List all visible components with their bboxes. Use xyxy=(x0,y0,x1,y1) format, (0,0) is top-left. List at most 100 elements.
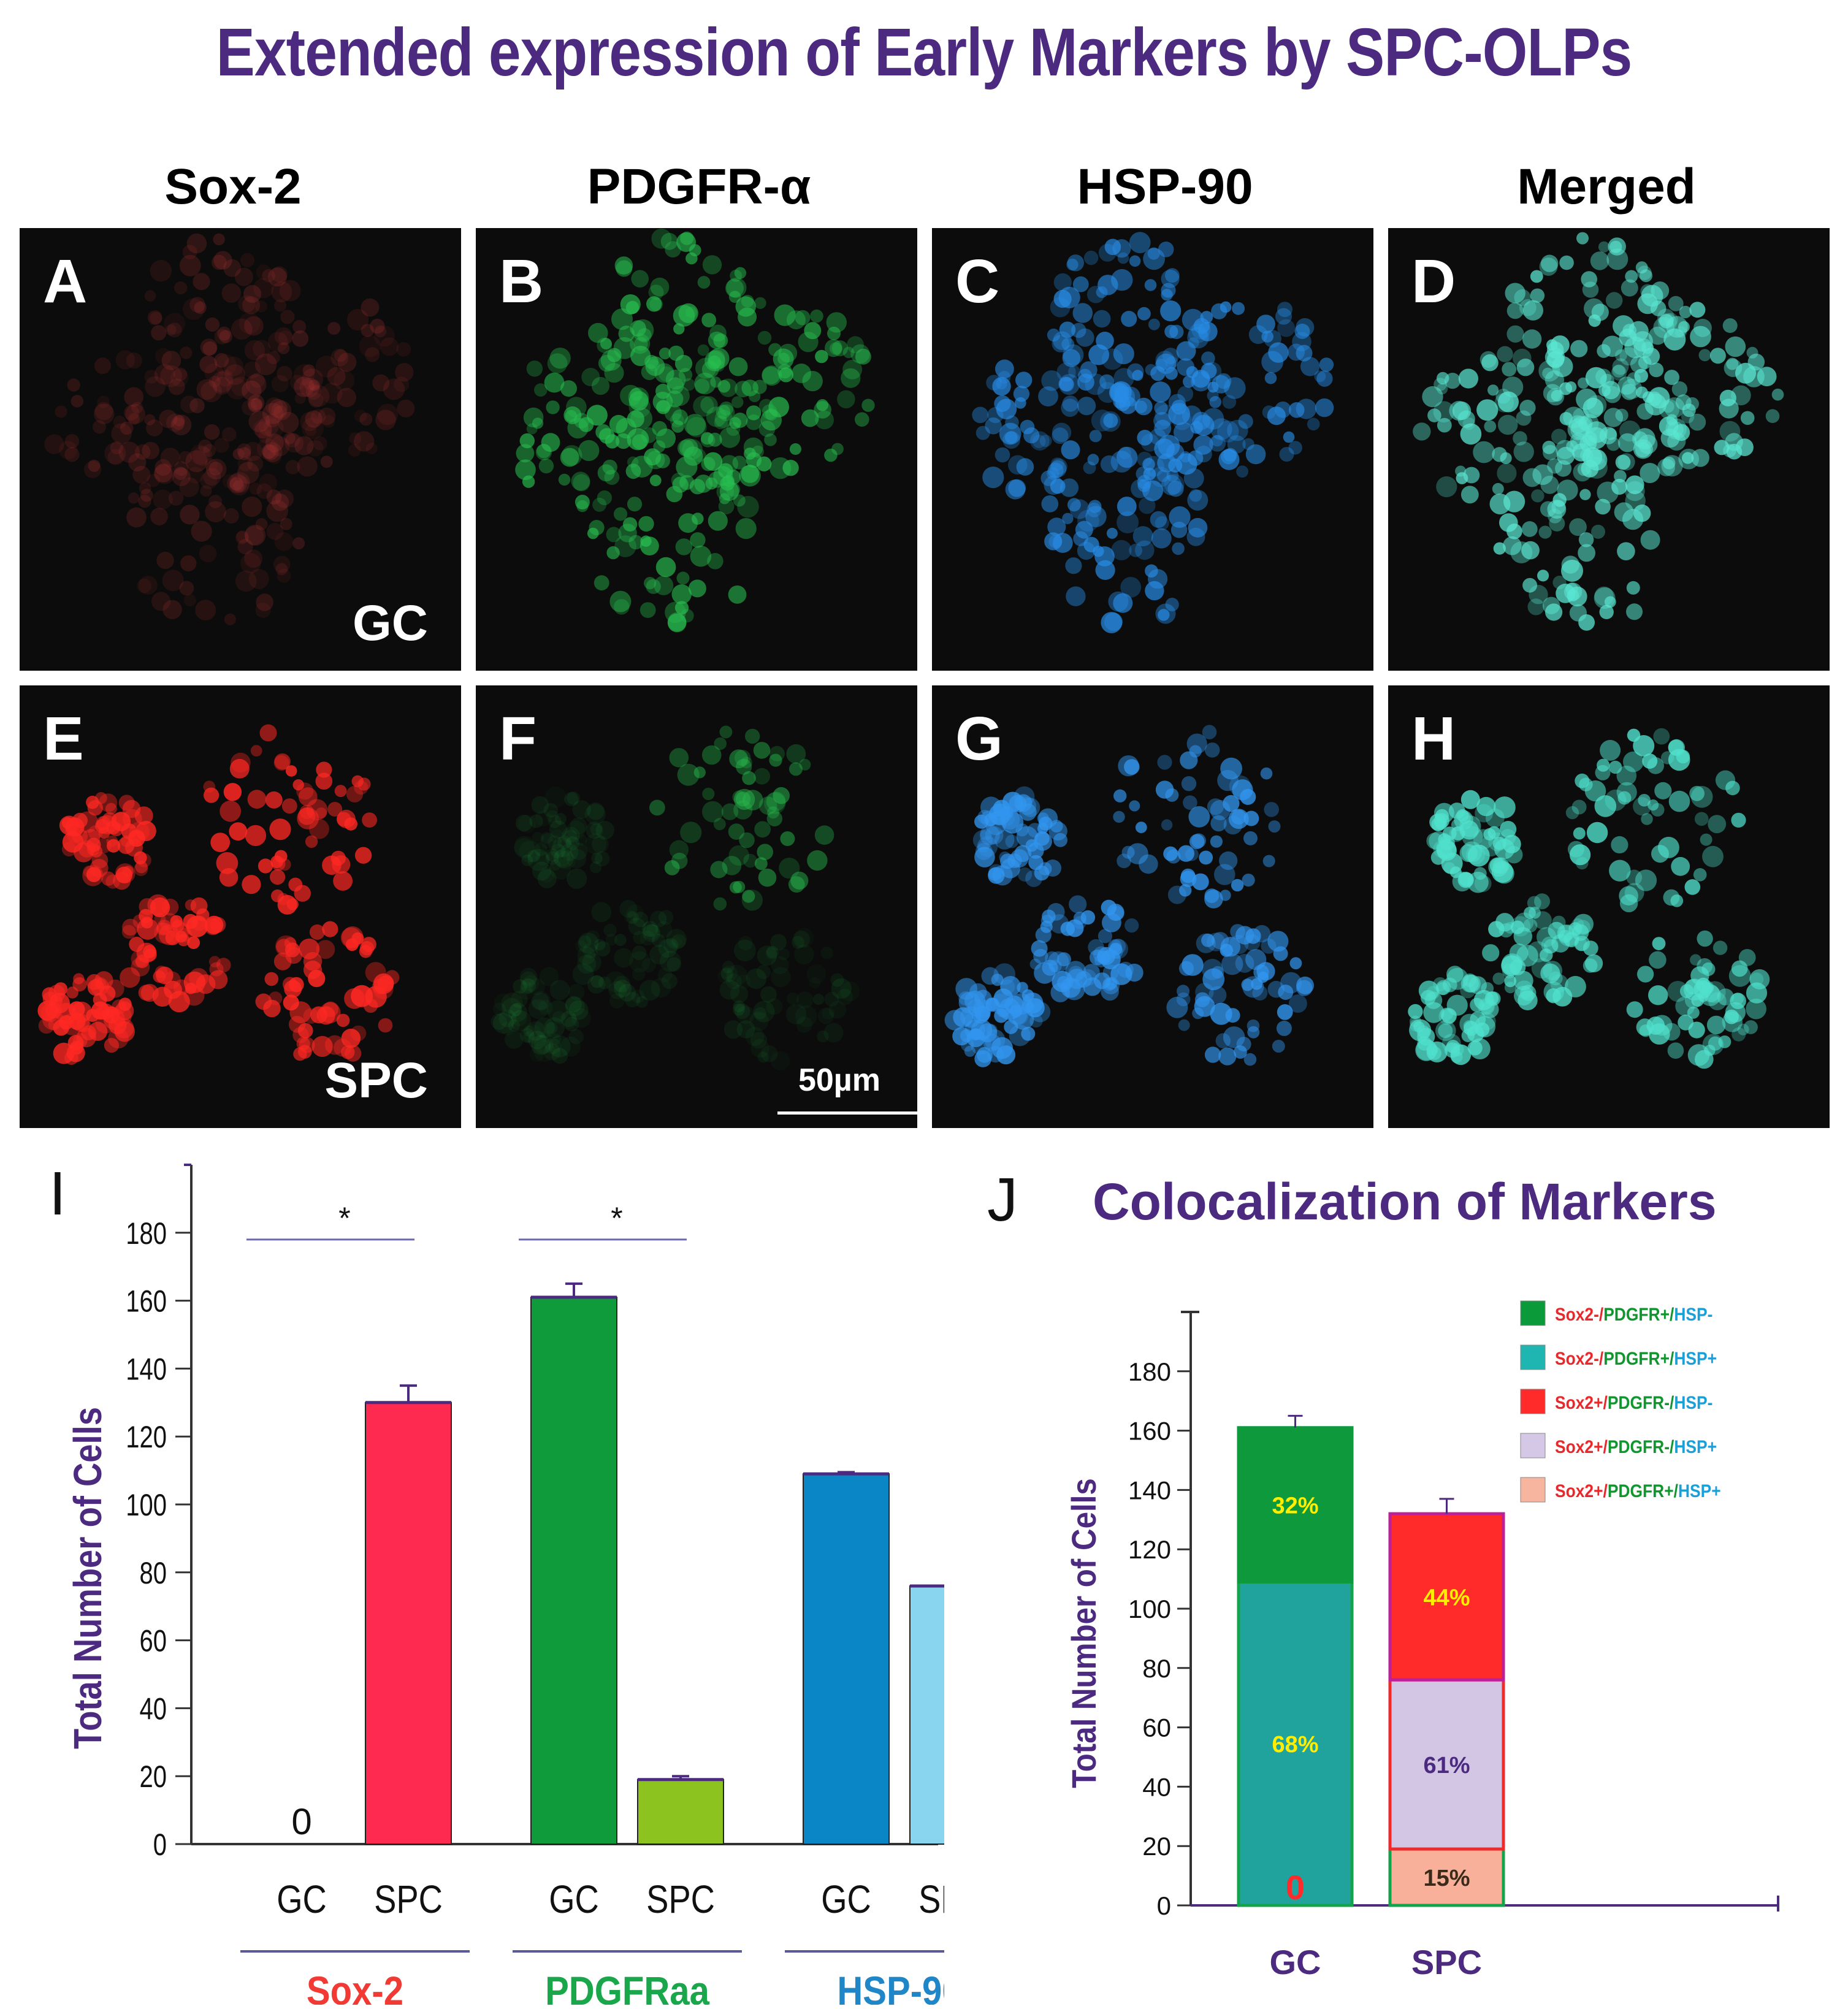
cell-cluster-image xyxy=(515,228,875,633)
cell-cluster-image xyxy=(37,724,400,1065)
chart-j-title: Colocalization of Markers xyxy=(1093,1173,1717,1230)
y-tick-label: 120 xyxy=(1128,1535,1171,1564)
x-tick-label: SPC xyxy=(374,1877,443,1921)
micrograph-panel-g: G xyxy=(932,685,1373,1128)
figure-title: Extended expression of Early Markers by … xyxy=(216,15,1633,90)
legend-entry: Sox2+/PDGFR+/HSP+ xyxy=(1555,1480,1721,1501)
scale-bar-label: 50µm xyxy=(798,1062,880,1098)
legend-entry-part: Sox2+/ xyxy=(1555,1436,1608,1457)
significance-marker: * xyxy=(611,1201,622,1235)
legend-entry-part: PDGFR-/ xyxy=(1608,1436,1674,1457)
segment-percent-label: 61% xyxy=(1423,1753,1470,1778)
zero-value-label: 0 xyxy=(1286,1868,1305,1907)
group-label: HSP-90 xyxy=(837,1969,944,2005)
y-tick-label: 40 xyxy=(1142,1772,1171,1801)
y-tick-label: 20 xyxy=(1142,1832,1171,1861)
cell-cluster-image xyxy=(491,725,860,1064)
micrograph-panel-a: A GC xyxy=(20,228,461,671)
legend-entry-part: Sox2+/ xyxy=(1555,1480,1608,1501)
legend-entry: Sox2+/PDGFR-/HSP+ xyxy=(1555,1436,1717,1457)
x-tick-label: SPC xyxy=(918,1877,944,1921)
legend-swatch xyxy=(1520,1344,1546,1370)
x-tick-label: GC xyxy=(549,1877,599,1921)
legend-entry-part: Sox2+/ xyxy=(1555,1392,1608,1412)
y-tick-label: 120 xyxy=(126,1420,167,1454)
legend-entry-part: PDGFR+/ xyxy=(1603,1348,1674,1368)
panel-letter: C xyxy=(955,247,1000,316)
micrograph-panel-c: C xyxy=(932,228,1373,671)
cell-cluster-image xyxy=(44,233,415,625)
scale-bar xyxy=(777,1111,917,1115)
micrograph-panel-e: E SPC xyxy=(20,685,461,1128)
legend-entry: Sox2-/PDGFR+/HSP+ xyxy=(1555,1348,1717,1368)
micrograph-panel-b: B xyxy=(476,228,917,671)
panel-letter: A xyxy=(43,247,88,316)
legend-entry-part: PDGFR-/ xyxy=(1608,1392,1674,1412)
legend-entry-part: HSP+ xyxy=(1674,1348,1717,1368)
legend-entry: Sox2+/PDGFR-/HSP- xyxy=(1555,1392,1712,1412)
panel-label-j: J xyxy=(987,1165,1018,1234)
legend-swatch xyxy=(1520,1300,1546,1326)
legend-entry-part: HSP- xyxy=(1674,1392,1712,1412)
legend-entry-part: Sox2-/ xyxy=(1555,1348,1603,1368)
bar xyxy=(637,1778,724,1845)
segment-percent-label: 15% xyxy=(1423,1866,1470,1891)
x-tick-label: GC xyxy=(277,1877,327,1921)
legend-entry-part: HSP- xyxy=(1674,1303,1712,1324)
panel-letter: E xyxy=(43,704,84,773)
legend-entry-part: PDGFR+/ xyxy=(1608,1480,1678,1501)
y-axis-label: Total Number of Cells xyxy=(1065,1478,1104,1788)
x-category-label: GC xyxy=(1270,1943,1321,1981)
y-tick-label: 180 xyxy=(126,1216,167,1251)
stack-segment xyxy=(1237,1426,1354,1584)
significance-marker: * xyxy=(338,1201,350,1235)
condition-tag: SPC xyxy=(324,1053,428,1108)
panel-letter: D xyxy=(1411,247,1456,316)
cell-cluster-image xyxy=(972,232,1334,633)
stack-segment xyxy=(1388,1512,1505,1682)
panel-letter: B xyxy=(499,247,544,316)
bar xyxy=(365,1401,452,1845)
micrograph-panel-h: H xyxy=(1388,685,1830,1128)
legend-swatch xyxy=(1520,1433,1546,1458)
y-tick-label: 0 xyxy=(1157,1891,1171,1920)
cell-cluster-image xyxy=(1408,728,1770,1069)
bar xyxy=(909,1585,944,1845)
x-tick-label: GC xyxy=(821,1877,871,1921)
chart-i-total-cells: 0 20 40 60 80 100 120 140 160 180 Total Number of … xyxy=(66,1164,944,2005)
segment-percent-label: 44% xyxy=(1423,1585,1470,1611)
group-label: Sox-2 xyxy=(307,1969,403,2005)
y-axis-label: Total Number of Cells xyxy=(66,1407,110,1749)
legend-swatch xyxy=(1520,1477,1546,1503)
legend-entry-part: PDGFR+/ xyxy=(1603,1303,1674,1324)
y-tick-label: 100 xyxy=(1128,1595,1171,1623)
x-category-label: SPC xyxy=(1411,1943,1482,1981)
panel-letter: F xyxy=(499,704,537,773)
panel-label-i: I xyxy=(49,1159,66,1228)
y-tick-label: 180 xyxy=(1128,1357,1171,1386)
cell-cluster-image xyxy=(944,725,1314,1067)
cell-cluster-image xyxy=(1413,232,1784,631)
column-header-merged: Merged xyxy=(1517,159,1696,215)
y-tick-label: 140 xyxy=(126,1352,167,1386)
legend-entry: Sox2-/PDGFR+/HSP- xyxy=(1555,1303,1712,1324)
y-tick-label: 80 xyxy=(1142,1654,1171,1683)
bar xyxy=(803,1473,890,1845)
stack-segment xyxy=(1388,1678,1505,1851)
y-tick-label: 160 xyxy=(126,1284,167,1318)
column-header-hsp90: HSP-90 xyxy=(1077,159,1253,215)
legend-entry-part: Sox2-/ xyxy=(1555,1303,1603,1324)
bar xyxy=(530,1297,617,1845)
segment-percent-label: 68% xyxy=(1272,1732,1318,1758)
legend-entry-part: HSP+ xyxy=(1678,1480,1721,1501)
condition-tag: GC xyxy=(353,595,428,651)
y-tick-label: 60 xyxy=(140,1623,167,1658)
chart-j-colocalization: 0 20 40 60 80 100 120 140 160 180 Total Number of … xyxy=(1065,1300,1779,1981)
x-tick-label: SPC xyxy=(646,1877,715,1921)
column-header-sox2: Sox-2 xyxy=(164,159,302,215)
panel-letter: H xyxy=(1411,704,1456,773)
group-label: PDGFRaa xyxy=(545,1969,709,2005)
micrograph-panel-f: F 50µm xyxy=(476,685,917,1128)
stack-segment xyxy=(1388,1847,1505,1907)
panel-letter: G xyxy=(955,704,1003,773)
